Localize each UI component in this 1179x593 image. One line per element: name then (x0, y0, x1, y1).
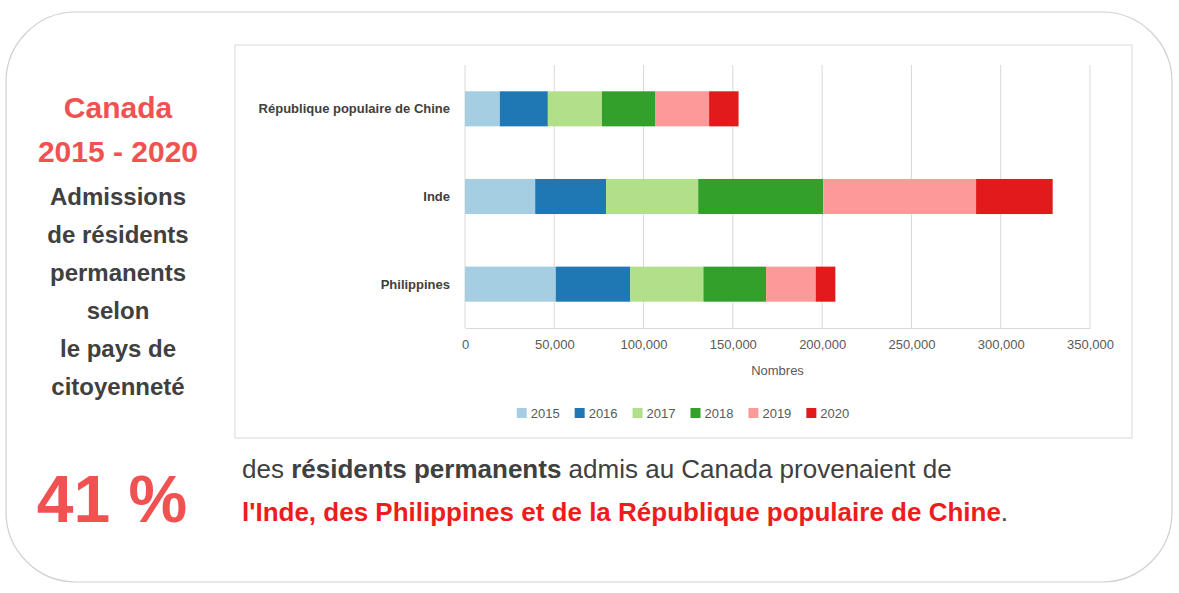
bar (816, 267, 836, 302)
x-axis-title: Nombres (751, 363, 804, 378)
chart-container: Canada 2015 - 2020 Admissions de résidents p… (0, 0, 1179, 593)
x-tick-label: 300,000 (978, 337, 1025, 352)
infographic: Canada 2015 - 2020 Admissions de résidents p… (0, 0, 1179, 593)
bar (709, 91, 738, 126)
bars (465, 91, 1053, 301)
bar (465, 179, 535, 214)
headline: 41 % (37, 462, 187, 536)
x-tick: 150,000 (710, 328, 757, 352)
panel-title: Canada (64, 91, 173, 124)
x-axis-line (466, 328, 1091, 329)
panel-subtitle: citoyenneté (51, 373, 184, 400)
statement-run: résidents permanents (291, 454, 561, 484)
bar (535, 179, 606, 214)
panel-subtitle: le pays de (60, 335, 176, 362)
x-tick: 300,000 (978, 328, 1025, 352)
x-tick-label: 100,000 (621, 337, 668, 352)
legend-label: 2018 (705, 406, 734, 421)
legend-swatch (748, 408, 758, 418)
bar (766, 267, 816, 302)
bar (630, 267, 703, 302)
x-tick: 350,000 (1067, 328, 1114, 352)
legend-item: 2020 (806, 406, 849, 421)
statement-run: admis au Canada provenaient de (561, 454, 951, 484)
x-tick: 100,000 (621, 328, 668, 352)
panel-subtitle: permanents (50, 259, 186, 286)
bar (548, 91, 602, 126)
y-tick-label: Inde (423, 189, 450, 204)
x-tick-label: 200,000 (799, 337, 846, 352)
bar (823, 179, 976, 214)
bar (655, 91, 709, 126)
legend-label: 2017 (647, 406, 676, 421)
side-panel: Canada 2015 - 2020 Admissions de résidents p… (38, 91, 198, 400)
grid (465, 65, 1090, 328)
x-tick-label: 50,000 (535, 337, 575, 352)
statement-run: . (1001, 497, 1008, 527)
legend-item: 2017 (633, 406, 676, 421)
statement-run: l'Inde, des Philippines et de la Républi… (242, 497, 1001, 527)
bar (698, 179, 823, 214)
legend-label: 2019 (762, 406, 791, 421)
grid-line (1090, 65, 1091, 328)
bar (500, 91, 548, 126)
statement-line: des résidents permanents admis au Canada… (242, 454, 952, 484)
bar (465, 91, 500, 126)
x-tick: 50,000 (535, 328, 575, 352)
legend-item: 2019 (748, 406, 791, 421)
x-tick: 200,000 (799, 328, 846, 352)
x-tick-label: 150,000 (710, 337, 757, 352)
panel-title: 2015 - 2020 (38, 135, 198, 168)
legend-swatch (691, 408, 701, 418)
statement-line: l'Inde, des Philippines et de la Républi… (242, 497, 1008, 527)
panel-subtitle: Admissions (50, 183, 186, 210)
legend-label: 2020 (820, 406, 849, 421)
bar (465, 267, 556, 302)
x-tick-label: 350,000 (1067, 337, 1114, 352)
x-tick-label: 250,000 (888, 337, 935, 352)
legend-swatch (806, 408, 816, 418)
y-tick-label: République populaire de Chine (259, 101, 450, 116)
x-tick: 250,000 (888, 328, 935, 352)
legend: 2015 2016 2017 2018 2019 2020 (517, 406, 850, 421)
legend-label: 2016 (589, 406, 618, 421)
legend-item: 2018 (691, 406, 734, 421)
chart-frame (235, 45, 1132, 438)
statement-run: des (242, 454, 291, 484)
bar (606, 179, 698, 214)
y-axis: République populaire de Chine Inde Philipp… (259, 101, 450, 291)
legend-swatch (517, 408, 527, 418)
outer-frame (6, 12, 1172, 582)
bar (976, 179, 1053, 214)
bar (602, 91, 655, 126)
legend-item: 2015 (517, 406, 560, 421)
legend-swatch (575, 408, 585, 418)
y-tick-label: Philippines (381, 277, 450, 292)
x-axis: 0 50,000 100,000 150,000 200,000 250,000 300,0… (462, 328, 1114, 352)
x-tick: 0 (462, 328, 469, 352)
bar (703, 267, 766, 302)
x-tick-label: 0 (462, 337, 469, 352)
legend-label: 2015 (531, 406, 560, 421)
panel-subtitle: de résidents (47, 221, 188, 248)
legend-swatch (633, 408, 643, 418)
bar (556, 267, 631, 302)
panel-subtitle: selon (87, 297, 150, 324)
legend-item: 2016 (575, 406, 618, 421)
